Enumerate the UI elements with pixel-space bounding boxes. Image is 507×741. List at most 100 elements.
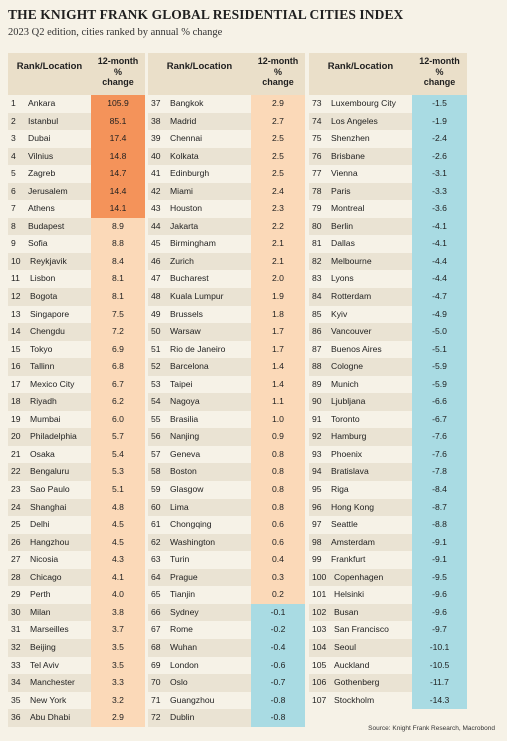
city-name: Chongqing — [170, 519, 212, 530]
rank-number: 62 — [151, 536, 161, 547]
row-background — [309, 498, 412, 517]
table-row: 24 Shanghai 4.8 — [8, 498, 145, 517]
table-row: 55 Brasilia 1.0 — [148, 410, 305, 429]
change-value: -14.3 — [412, 691, 467, 710]
change-value: 0.8 — [251, 445, 305, 464]
table-row: 66 Sydney -0.1 — [148, 603, 305, 622]
rank-number: 34 — [11, 677, 21, 688]
row-background — [309, 147, 412, 166]
change-value: -8.7 — [412, 498, 467, 517]
rank-number: 82 — [312, 255, 322, 266]
row-background — [309, 568, 412, 587]
change-value: -8.8 — [412, 516, 467, 534]
table-row: 20 Philadelphia 5.7 — [8, 428, 145, 446]
table-row: 69 London -0.6 — [148, 656, 305, 675]
table-row: 51 Rio de Janeiro 1.7 — [148, 340, 305, 359]
table-row: 87 Buenos Aires -5.1 — [309, 340, 467, 359]
table-row: 7 Athens 14.1 — [8, 200, 145, 218]
table-row: 26 Hangzhou 4.5 — [8, 533, 145, 552]
row-background — [148, 603, 251, 622]
row-background — [8, 182, 91, 201]
change-value: -9.6 — [412, 586, 467, 604]
row-background — [309, 252, 412, 271]
table-row: 81 Dallas -4.1 — [309, 235, 467, 253]
table-row: 83 Lyons -4.4 — [309, 270, 467, 289]
change-value: -9.1 — [412, 533, 467, 552]
table-row: 106 Gothenberg -11.7 — [309, 674, 467, 692]
rank-number: 31 — [11, 624, 21, 635]
header-location: Rank/Location — [148, 53, 251, 95]
source-note: Source: Knight Frank Research, Macrobond — [368, 725, 495, 732]
rank-number: 65 — [151, 589, 161, 600]
change-value: 1.4 — [251, 375, 305, 394]
rank-number: 43 — [151, 203, 161, 214]
change-value: -0.2 — [251, 621, 305, 639]
city-name: Tokyo — [30, 343, 53, 354]
row-background — [148, 288, 251, 306]
rank-number: 33 — [11, 659, 21, 670]
change-value: 3.8 — [91, 603, 145, 622]
table-row: 46 Zurich 2.1 — [148, 252, 305, 271]
table-row: 75 Shenzhen -2.4 — [309, 130, 467, 148]
rank-number: 13 — [11, 308, 21, 319]
city-name: Delhi — [30, 519, 50, 530]
city-name: Singapore — [30, 308, 70, 319]
city-name: Turin — [170, 554, 190, 565]
change-value: 8.8 — [91, 235, 145, 253]
city-name: Dublin — [170, 712, 195, 723]
rank-number: 61 — [151, 519, 161, 530]
row-background — [309, 674, 412, 692]
change-value: 8.4 — [91, 252, 145, 271]
city-name: Bucharest — [170, 273, 209, 284]
change-value: 4.0 — [91, 586, 145, 604]
change-value: 3.7 — [91, 621, 145, 639]
rank-number: 92 — [312, 431, 322, 442]
city-name: Lima — [170, 501, 189, 512]
table-row: 67 Rome -0.2 — [148, 621, 305, 639]
table-row: 105 Auckland -10.5 — [309, 656, 467, 675]
header-location: Rank/Location — [8, 53, 91, 95]
rank-number: 50 — [151, 326, 161, 337]
change-value: 3.2 — [91, 691, 145, 710]
row-background — [148, 498, 251, 517]
table-row: 14 Chengdu 7.2 — [8, 323, 145, 341]
row-background — [8, 568, 91, 587]
change-value: -10.1 — [412, 638, 467, 657]
rank-number: 76 — [312, 150, 322, 161]
rank-number: 75 — [312, 133, 322, 144]
row-background — [309, 463, 412, 482]
change-value: -4.1 — [412, 235, 467, 253]
table-row: 63 Turin 0.4 — [148, 551, 305, 569]
rank-number: 20 — [11, 431, 21, 442]
table-row: 98 Amsterdam -9.1 — [309, 533, 467, 552]
change-value: 5.4 — [91, 445, 145, 464]
rank-number: 1 — [11, 98, 16, 108]
row-background — [8, 288, 91, 306]
rank-number: 81 — [312, 238, 322, 249]
city-name: Geneva — [170, 448, 201, 459]
city-name: Brussels — [170, 308, 203, 319]
change-value: -7.6 — [412, 428, 467, 446]
table-row: 9 Sofia 8.8 — [8, 235, 145, 253]
change-value: 2.9 — [91, 709, 145, 727]
rank-number: 64 — [151, 571, 161, 582]
city-name: Buenos Aires — [331, 343, 382, 354]
city-name: Oslo — [170, 677, 188, 688]
table-row: 30 Milan 3.8 — [8, 603, 145, 622]
change-value: 4.5 — [91, 516, 145, 534]
city-name: Kuala Lumpur — [170, 291, 224, 302]
row-background — [309, 358, 412, 376]
city-name: Reykjavik — [30, 255, 67, 266]
change-value: -9.7 — [412, 621, 467, 639]
table-row: 85 Kyiv -4.9 — [309, 305, 467, 324]
table-row: 96 Hong Kong -8.7 — [309, 498, 467, 517]
rank-number: 18 — [11, 396, 21, 407]
change-value: 6.8 — [91, 358, 145, 376]
change-value: 2.2 — [251, 217, 305, 236]
city-name: Glasgow — [170, 484, 204, 495]
table-row: 53 Taipei 1.4 — [148, 375, 305, 394]
table-row: 28 Chicago 4.1 — [8, 568, 145, 587]
rank-number: 39 — [151, 133, 161, 144]
rank-number: 41 — [151, 168, 161, 179]
change-value: -5.9 — [412, 375, 467, 394]
